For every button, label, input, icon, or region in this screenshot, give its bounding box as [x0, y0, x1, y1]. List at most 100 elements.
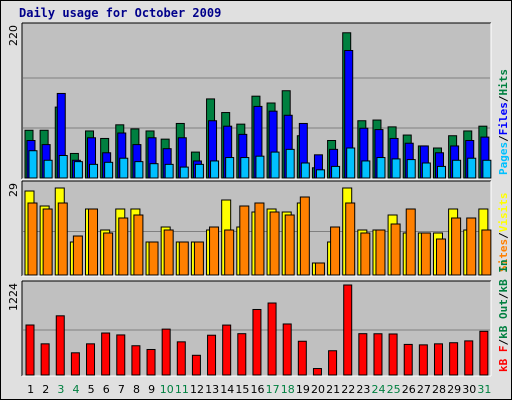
x-tick-label: 4: [72, 383, 79, 396]
pages-bar: [361, 160, 371, 179]
kbin-bar: [464, 340, 474, 376]
sites-bar: [451, 217, 462, 276]
chart-title: Daily usage for October 2009: [19, 6, 221, 20]
pages-bar: [436, 165, 446, 179]
x-tick-label: 28: [432, 383, 446, 396]
pages-bar: [270, 151, 280, 179]
kbin-bar: [25, 324, 35, 376]
x-tick-label: 15: [235, 383, 249, 396]
bottom-legend-text: kB F/kB Out/kB In: [497, 259, 510, 372]
legend-part: Hits: [497, 69, 510, 96]
sites-bar: [466, 217, 477, 276]
legend-part: /: [497, 135, 510, 142]
sites-bar: [42, 208, 53, 276]
sites-bar: [178, 241, 189, 276]
sites-bar: [88, 208, 99, 276]
x-tick-label: 7: [118, 383, 125, 396]
pages-bar: [210, 160, 220, 179]
pages-bar: [421, 162, 431, 179]
x-tick-label: 31: [477, 383, 491, 396]
legend-part: /: [497, 232, 510, 239]
legend-part: kB F: [497, 346, 510, 373]
pages-bar: [119, 157, 129, 179]
sites-bar: [103, 232, 114, 276]
kbin-bar: [55, 315, 65, 376]
pages-bar: [391, 158, 401, 179]
pages-bar: [346, 147, 356, 179]
kbin-bar: [433, 343, 443, 376]
sites-bar: [224, 229, 235, 276]
kbin-bar: [116, 334, 126, 376]
sites-bar: [254, 202, 265, 276]
x-tick-label: 12: [190, 383, 204, 396]
bottom-ymax-label: 1224: [7, 283, 20, 311]
kbin-bar: [70, 352, 80, 376]
middle-panel: 29: [7, 180, 492, 277]
middle-bars: [24, 187, 492, 276]
kbin-bar: [161, 328, 171, 376]
kbin-bar: [449, 342, 459, 376]
x-tick-label: 9: [148, 383, 155, 396]
sites-bar: [360, 232, 371, 276]
x-tick-label: 24: [372, 383, 386, 396]
kbin-bar: [146, 348, 156, 376]
pages-bar: [28, 150, 38, 179]
legend-part: /: [497, 95, 510, 102]
pages-bar: [240, 157, 250, 179]
x-tick-label: 10: [160, 383, 174, 396]
x-tick-label: 2: [42, 383, 49, 396]
pages-bar: [134, 161, 144, 179]
kbin-bar: [282, 323, 292, 376]
sites-bar: [118, 217, 129, 276]
legend-part: /: [497, 339, 510, 346]
x-tick-label: 21: [326, 383, 340, 396]
x-tick-label: 22: [341, 383, 355, 396]
sites-bar: [209, 226, 220, 276]
x-tick-label: 27: [417, 383, 431, 396]
kbin-bar: [252, 308, 262, 376]
middle-ymax-label: 29: [7, 183, 20, 197]
x-tick-label: 3: [57, 383, 64, 396]
x-tick-label: 29: [447, 383, 461, 396]
kbin-bar: [343, 284, 353, 376]
sites-bar: [435, 238, 446, 276]
kbin-bar: [418, 344, 428, 376]
x-tick-label: 25: [387, 383, 401, 396]
top-legend-text: Pages/Files/Hits: [497, 69, 510, 175]
x-tick-label: 13: [205, 383, 219, 396]
x-tick-label: 18: [281, 383, 295, 396]
sites-bar: [193, 241, 204, 276]
sites-bar: [239, 205, 250, 276]
kbin-bar: [388, 333, 398, 376]
chart-panels: 220 29 1224: [7, 22, 492, 377]
kbin-bar: [237, 333, 247, 376]
kbin-bar: [479, 330, 489, 376]
pages-bar: [482, 159, 492, 179]
sites-bar: [390, 223, 401, 276]
pages-bar: [406, 159, 416, 179]
legend-part: Sites: [497, 239, 510, 272]
pages-bar: [89, 163, 99, 179]
x-tick-label: 1: [27, 383, 34, 396]
pages-bar: [73, 161, 83, 179]
pages-bar: [104, 161, 114, 179]
top-panel: 220: [7, 22, 492, 180]
kbin-bar: [222, 324, 232, 376]
legend-part: Visits: [497, 193, 510, 233]
legend-part: /: [497, 292, 510, 299]
x-tick-label: 16: [251, 383, 265, 396]
middle-side-legend: Sites/Visits: [497, 193, 510, 273]
top-side-legend: Pages/Files/Hits: [497, 69, 510, 175]
x-tick-label: 17: [266, 383, 280, 396]
pages-bar: [225, 157, 235, 179]
kbin-bar: [101, 332, 111, 376]
x-tick-label: 30: [462, 383, 476, 396]
pages-bar: [149, 163, 159, 179]
sites-bar: [420, 232, 431, 276]
sites-bar: [57, 202, 68, 276]
x-axis-labels: 1 2 3 4 5 6 7 8 9 10 11 12 13 14 15 16 17 18 19 20 21 22 23 24 2…: [27, 383, 491, 396]
x-tick-label: 11: [175, 383, 189, 396]
middle-legend-text: Sites/Visits: [497, 193, 510, 273]
top-bars: [24, 32, 492, 179]
